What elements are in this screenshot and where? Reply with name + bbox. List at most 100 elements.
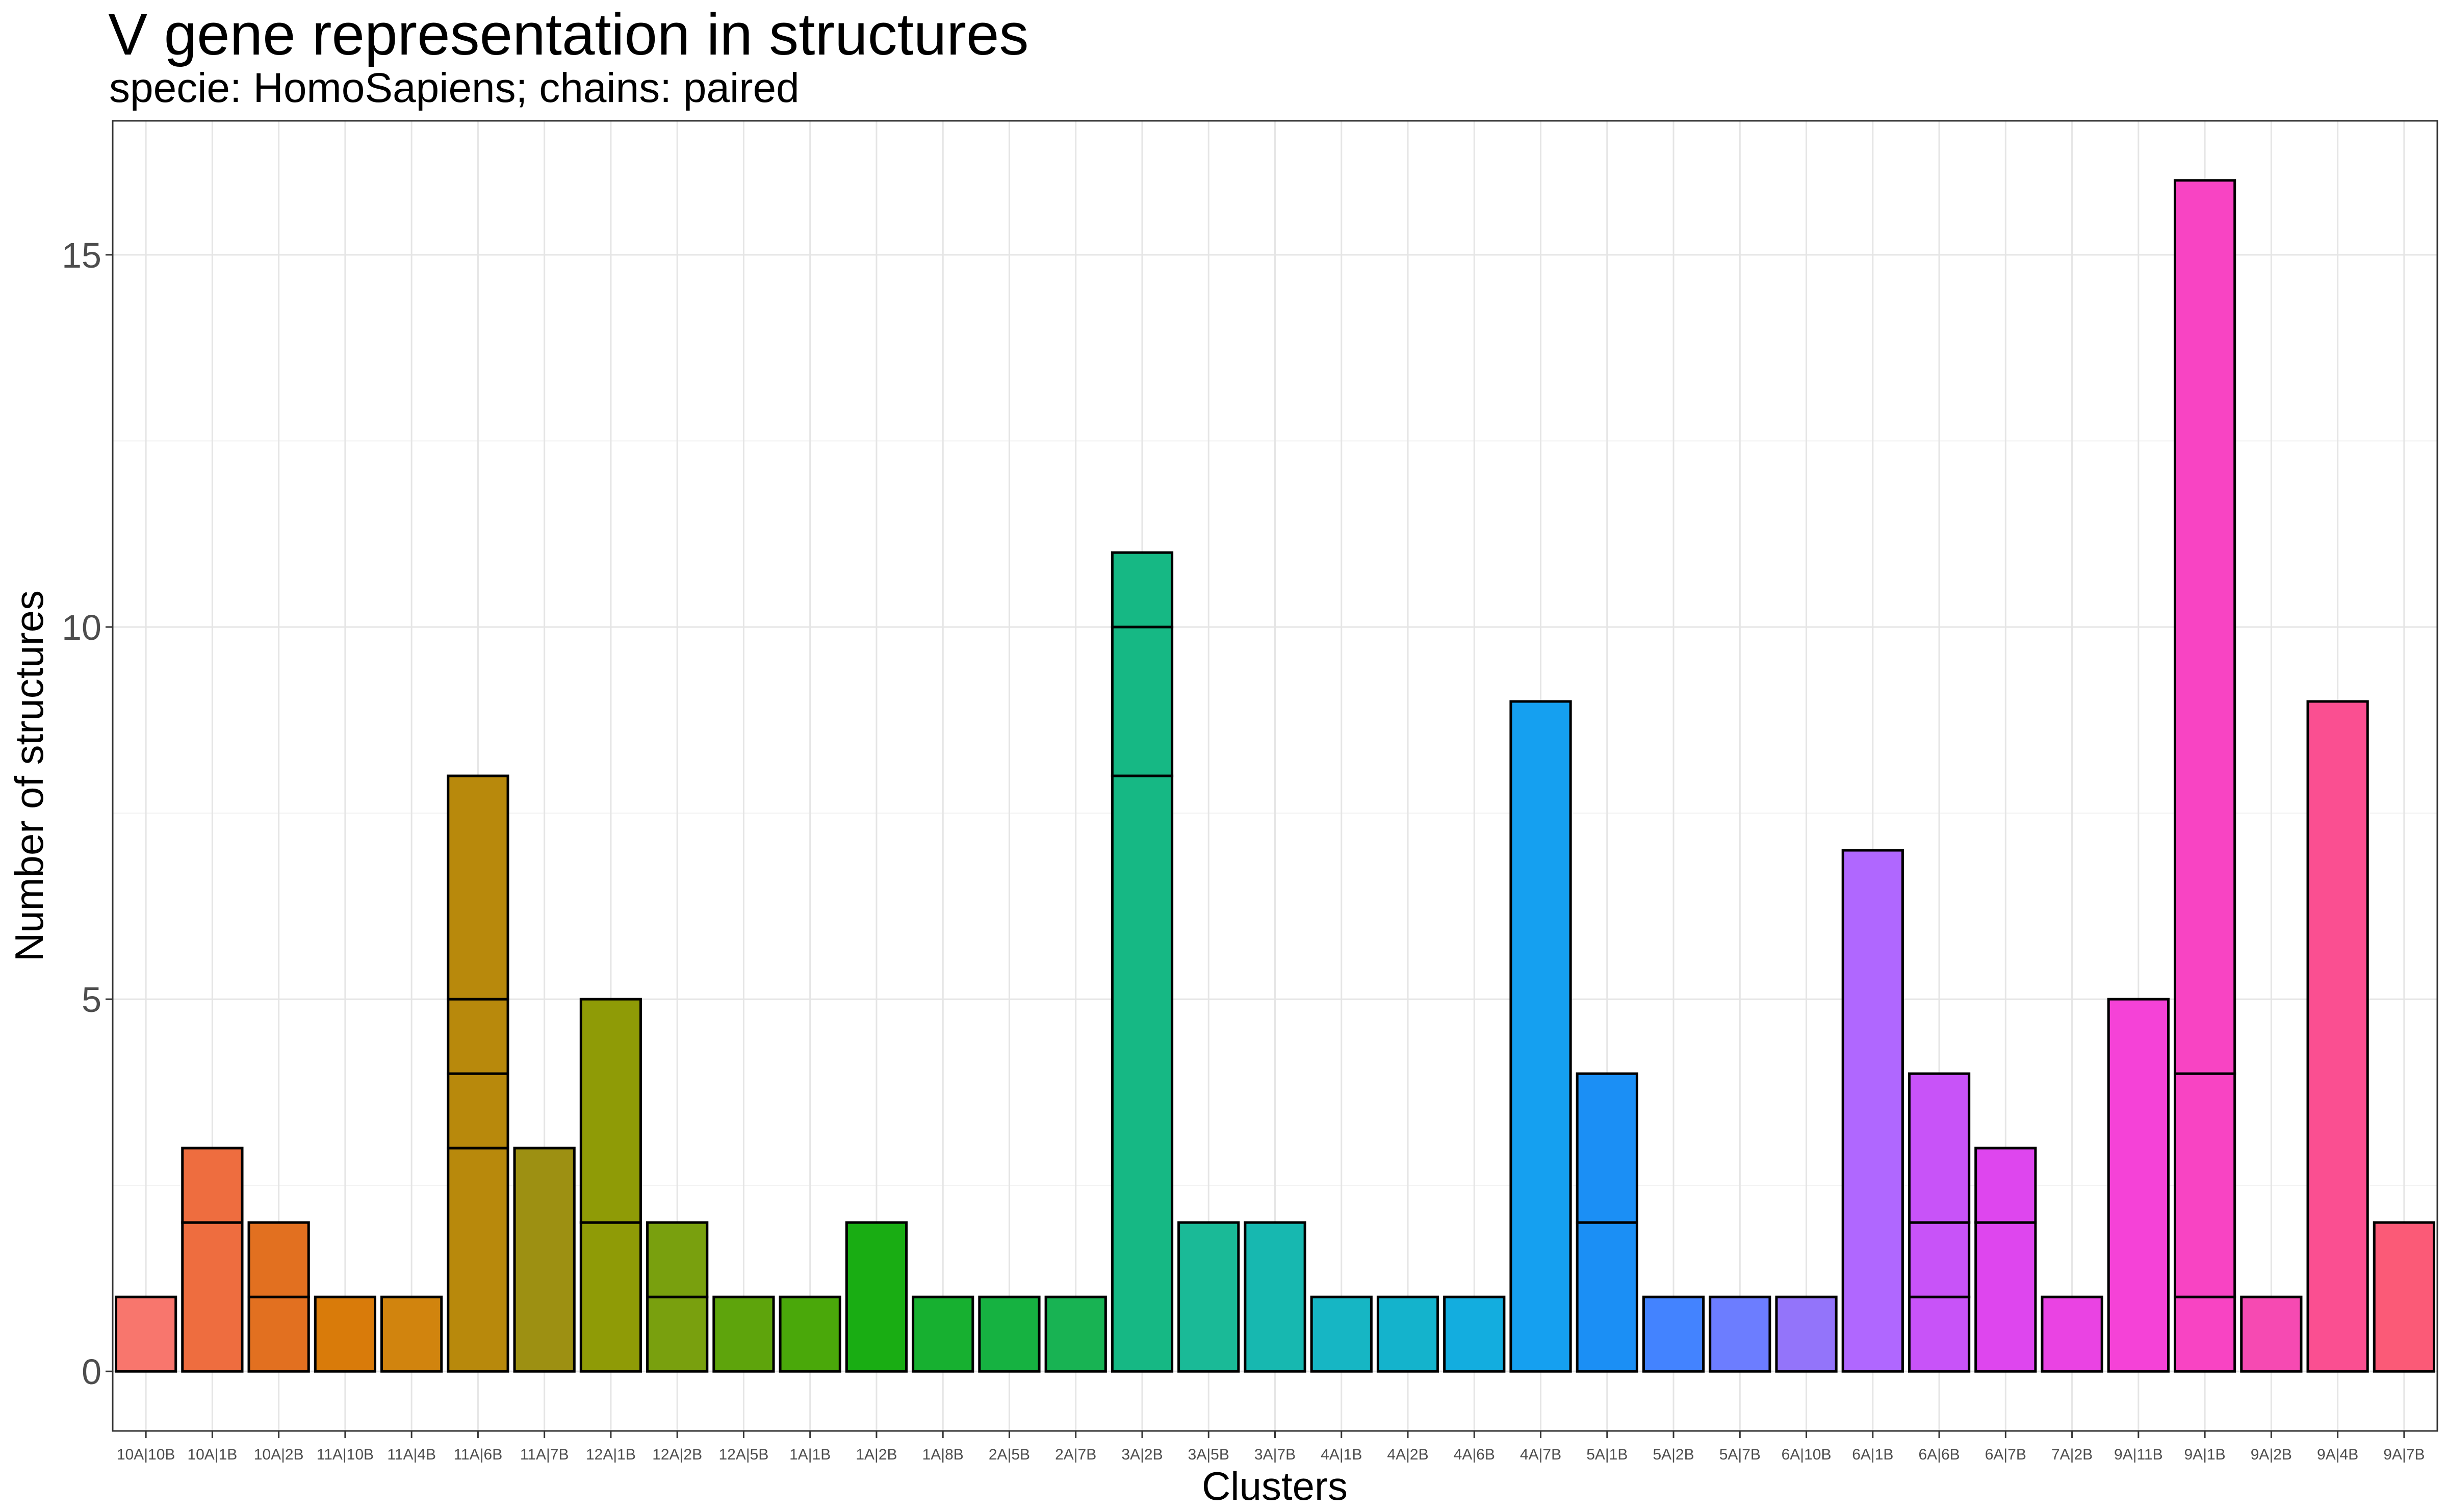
bar-1A|1B — [779, 1295, 841, 1373]
bar-segment — [2173, 1295, 2236, 1373]
bar-segment — [1111, 551, 1174, 629]
bar-segment — [2240, 1295, 2303, 1373]
bar-9A|4B — [2306, 700, 2369, 1373]
bar-9A|2B — [2240, 1295, 2303, 1373]
bars — [115, 179, 2435, 1373]
bar-segment — [1775, 1295, 1838, 1373]
bar-segment — [1044, 1295, 1107, 1373]
bar-segment — [513, 1146, 576, 1373]
x-tick-label: 10A|2B — [254, 1446, 304, 1463]
x-tick-label: 9A|4B — [2317, 1446, 2358, 1463]
bar-segment — [1111, 774, 1174, 1373]
y-tick-label: 15 — [62, 236, 101, 275]
bar-segment — [1841, 849, 1904, 1373]
bar-9A|7B — [2373, 1221, 2435, 1373]
bar-segment — [1509, 700, 1572, 1373]
x-tick-label: 12A|1B — [586, 1446, 636, 1463]
x-tick-label: 1A|8B — [922, 1446, 964, 1463]
bar-segment — [1310, 1295, 1373, 1373]
bar-1A|8B — [912, 1295, 974, 1373]
bar-segment — [1376, 1295, 1439, 1373]
x-tick-label: 5A|2B — [1653, 1446, 1694, 1463]
bar-12A|1B — [579, 998, 642, 1373]
bar-segment — [447, 998, 509, 1075]
y-tick-label: 0 — [82, 1352, 101, 1392]
bar-segment — [579, 998, 642, 1224]
bar-segment — [1908, 1221, 1971, 1298]
x-tick-label: 12A|5B — [719, 1446, 769, 1463]
bar-6A|6B — [1908, 1072, 1971, 1373]
x-tick-label: 10A|10B — [117, 1446, 175, 1463]
bar-6A|10B — [1775, 1295, 1838, 1373]
x-tick-label: 3A|5B — [1188, 1446, 1229, 1463]
x-tick-label: 12A|2B — [652, 1446, 702, 1463]
bar-5A|1B — [1576, 1072, 1638, 1373]
bar-segment — [1908, 1295, 1971, 1373]
x-tick-label: 9A|11B — [2114, 1446, 2163, 1463]
x-axis-ticks: 10A|10B 10A|1B 10A|2B 11A|10B 11A|4B 11A|6B 11… — [117, 1431, 2425, 1463]
bar-10A|10B — [115, 1295, 177, 1373]
bar-segment — [181, 1146, 244, 1224]
bar-segment — [380, 1295, 443, 1373]
bar-segment — [181, 1221, 244, 1373]
bar-7A|2B — [2041, 1295, 2103, 1373]
x-tick-label: 4A|1B — [1321, 1446, 1362, 1463]
bar-segment — [845, 1221, 908, 1373]
bar-segment — [2306, 700, 2369, 1373]
bar-segment — [912, 1295, 974, 1373]
bar-segment — [314, 1295, 377, 1373]
chart-subtitle: specie: HomoSapiens; chains: paired — [109, 65, 800, 111]
x-tick-label: 6A|10B — [1782, 1446, 1832, 1463]
bar-segment — [1642, 1295, 1705, 1373]
bar-3A|2B — [1111, 551, 1174, 1373]
bar-segment — [978, 1295, 1041, 1373]
bar-segment — [646, 1295, 709, 1373]
bar-segment — [1443, 1295, 1506, 1373]
bar-segment — [1244, 1221, 1306, 1373]
x-tick-label: 9A|1B — [2184, 1446, 2226, 1463]
bar-4A|2B — [1376, 1295, 1439, 1373]
bar-segment — [447, 774, 509, 1001]
x-tick-label: 11A|6B — [454, 1446, 503, 1463]
bar-segment — [779, 1295, 841, 1373]
x-tick-label: 4A|6B — [1454, 1446, 1495, 1463]
x-tick-label: 2A|7B — [1055, 1446, 1096, 1463]
y-tick-label: 5 — [82, 980, 101, 1020]
bar-segment — [1974, 1221, 2037, 1373]
bar-1A|2B — [845, 1221, 908, 1373]
bar-segment — [2373, 1221, 2435, 1373]
bar-12A|2B — [646, 1221, 709, 1373]
bar-segment — [646, 1221, 709, 1298]
bar-10A|1B — [181, 1146, 244, 1373]
bar-4A|7B — [1509, 700, 1572, 1373]
bar-segment — [247, 1221, 310, 1298]
bar-segment — [1576, 1072, 1638, 1224]
bar-6A|7B — [1974, 1146, 2037, 1373]
bar-segment — [2173, 1072, 2236, 1298]
x-tick-label: 4A|7B — [1520, 1446, 1561, 1463]
x-tick-label: 3A|2B — [1121, 1446, 1163, 1463]
x-tick-label: 7A|2B — [2051, 1446, 2093, 1463]
x-tick-label: 11A|10B — [317, 1446, 374, 1463]
bar-segment — [1974, 1146, 2037, 1224]
y-tick-label: 10 — [62, 608, 101, 647]
x-tick-label: 6A|7B — [1985, 1446, 2026, 1463]
bar-9A|1B — [2173, 179, 2236, 1373]
bar-segment — [115, 1295, 177, 1373]
x-tick-label: 10A|1B — [187, 1446, 237, 1463]
x-tick-label: 9A|2B — [2251, 1446, 2292, 1463]
x-tick-label: 1A|1B — [789, 1446, 831, 1463]
bar-3A|7B — [1244, 1221, 1306, 1373]
bar-segment — [2107, 998, 2170, 1373]
x-tick-label: 1A|2B — [856, 1446, 897, 1463]
bar-11A|4B — [380, 1295, 443, 1373]
bar-2A|7B — [1044, 1295, 1107, 1373]
bar-2A|5B — [978, 1295, 1041, 1373]
bar-segment — [1709, 1295, 1771, 1373]
x-tick-label: 5A|1B — [1586, 1446, 1628, 1463]
x-tick-label: 5A|7B — [1719, 1446, 1761, 1463]
x-tick-label: 2A|5B — [989, 1446, 1030, 1463]
x-axis-title: Clusters — [1202, 1464, 1348, 1508]
bar-9A|11B — [2107, 998, 2170, 1373]
